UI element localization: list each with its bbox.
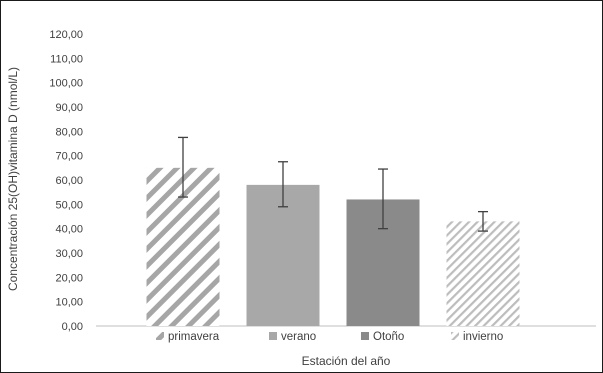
y-tick-label: 40,00 bbox=[55, 224, 83, 236]
y-tick-label: 120,00 bbox=[49, 29, 83, 41]
y-tick-label: 20,00 bbox=[55, 272, 83, 284]
bars bbox=[146, 167, 520, 326]
y-tick-label: 60,00 bbox=[55, 175, 83, 187]
error-bars bbox=[178, 136, 488, 232]
legend-label-primavera: primavera bbox=[168, 331, 220, 343]
y-tick-label: 70,00 bbox=[55, 151, 83, 163]
y-tick-label: 30,00 bbox=[55, 248, 83, 260]
legend-label-invierno: invierno bbox=[463, 331, 503, 343]
y-tick-label: 0,00 bbox=[62, 321, 83, 333]
y-axis-tick-labels: 0,00 10,00 20,00 30,00 40,00 50,00 60,00 70,00 8… bbox=[49, 29, 83, 333]
legend-swatch-verano bbox=[269, 332, 277, 340]
y-tick-label: 80,00 bbox=[55, 126, 83, 138]
bar-invierno bbox=[446, 221, 520, 326]
legend-swatch-primavera bbox=[156, 332, 164, 340]
legend: primavera verano Otoño invierno bbox=[156, 331, 503, 343]
legend-swatch-otoño bbox=[361, 332, 369, 340]
y-axis-title: Concentración 25(OH)vitamina D (nmol/L) bbox=[6, 67, 20, 291]
legend-label-verano: verano bbox=[281, 331, 316, 343]
error-bar-verano bbox=[278, 161, 288, 208]
y-tick-label: 100,00 bbox=[49, 78, 83, 90]
legend-swatch-invierno bbox=[451, 332, 459, 340]
error-bar-invierno bbox=[478, 210, 488, 232]
y-tick-label: 90,00 bbox=[55, 102, 83, 114]
y-tick-label: 110,00 bbox=[50, 53, 83, 65]
error-bar-primavera bbox=[178, 136, 188, 198]
legend-label-otoño: Otoño bbox=[373, 331, 404, 343]
x-axis-title: Estación del año bbox=[302, 354, 391, 368]
y-tick-label: 10,00 bbox=[55, 297, 83, 309]
y-tick-label: 50,00 bbox=[55, 199, 83, 211]
error-bar-otoño bbox=[378, 168, 388, 230]
bar-verano bbox=[246, 184, 320, 326]
